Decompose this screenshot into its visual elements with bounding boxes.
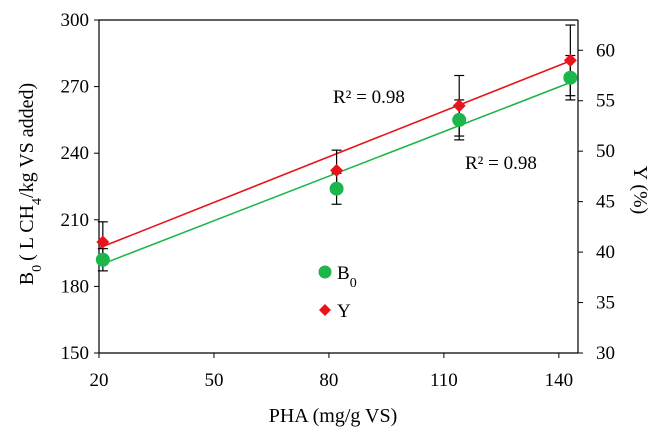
y-left-tick-label: 180: [61, 276, 90, 297]
point-Y: [330, 163, 344, 177]
legend-marker-Y: [319, 304, 331, 316]
y-axis-left-title-sub1: 4: [30, 198, 45, 205]
legend-label-B0: B0: [337, 263, 357, 291]
point-B0: [95, 252, 110, 267]
y-axis-left-title: B0 ( L CH4/kg VS added): [16, 83, 45, 285]
y-left-tick-label: 300: [61, 10, 90, 31]
y-left-tick-label: 150: [61, 343, 90, 364]
x-tick-label: 80: [319, 370, 338, 391]
y-right-tick-label: 55: [596, 91, 615, 112]
y-left-tick-label: 210: [61, 210, 90, 231]
y-axis-right-title: Y (%): [629, 166, 650, 215]
y-axis-left-title-sub0: 0: [30, 265, 45, 272]
y-right-tick-label: 35: [596, 293, 615, 314]
x-tick-label: 110: [430, 370, 458, 391]
x-tick-label: 50: [204, 370, 223, 391]
point-Y: [452, 99, 466, 113]
x-tick-label: 140: [545, 370, 574, 391]
x-axis-title: PHA (mg/g VS): [269, 405, 398, 427]
legend-marker-B0: [318, 265, 332, 279]
y-right-tick-label: 30: [596, 343, 615, 364]
r-squared-label-B0: R² = 0.98: [465, 153, 537, 174]
y-right-tick-label: 60: [596, 40, 615, 61]
y-right-tick-label: 45: [596, 192, 615, 213]
point-B0: [563, 70, 578, 85]
y-right-tick-label: 40: [596, 242, 615, 263]
r-squared-label-Y: R² = 0.98: [333, 87, 405, 108]
y-axis-left-title-mid: ( L CH: [16, 205, 38, 261]
point-Y: [563, 53, 577, 67]
y-right-tick-label: 50: [596, 141, 615, 162]
y-axis-left-title-pre: B: [16, 272, 38, 285]
point-Y: [96, 235, 110, 249]
legend-label-Y: Y: [337, 301, 351, 322]
x-tick-label: 20: [90, 370, 109, 391]
y-axis-left-title-post: /kg VS added): [16, 83, 38, 198]
point-B0: [452, 112, 467, 127]
plot-area: [98, 19, 579, 354]
y-left-tick-label: 270: [61, 77, 90, 98]
y-left-tick-label: 240: [61, 143, 90, 164]
point-B0: [329, 181, 344, 196]
